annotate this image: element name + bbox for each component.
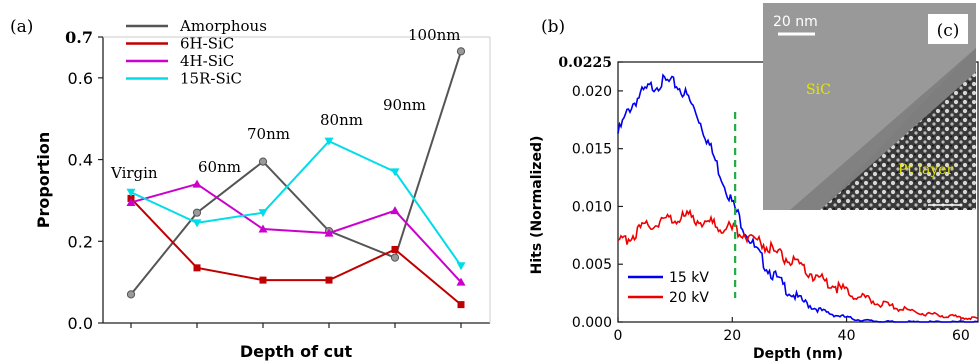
legend-label-20 kV: 20 kV [669, 290, 709, 306]
chart-b-x-tick-label: 20 [723, 328, 741, 344]
data-point-Amorphous [456, 47, 466, 56]
data-point-6H-SiC [391, 245, 399, 253]
panel-label-c: (c) [937, 21, 960, 41]
chart-a-x-label: Depth of cut [240, 342, 353, 361]
data-point-15R-SiC [258, 209, 268, 218]
chart-a-y-tick-label: 0.6 [68, 69, 93, 88]
category-label-90nm: 90nm [383, 96, 426, 114]
chart-b-x-label: Depth (nm) [753, 346, 843, 362]
inset-interface-band [790, 48, 976, 210]
inset-tem-image: (c) 20 nm SiC Pt layer [763, 3, 976, 210]
chart-a-y-label: Proportion [34, 132, 53, 228]
chart-a-y-tick-label: 0.7 [65, 28, 93, 47]
data-point-4H-SiC [456, 277, 466, 286]
category-label-80nm: 80nm [320, 111, 363, 129]
chart-a-y-tick-label: 0.4 [68, 151, 93, 170]
chart-a: 0.00.20.40.60.7 Depth of cut Proportion … [34, 17, 491, 361]
series-line-15 kV [617, 73, 979, 323]
chart-b-x-tick-label: 60 [952, 328, 970, 344]
chart-b-y-tick-label: 0.010 [572, 199, 612, 215]
legend-label-4H-SiC: 4H-SiC [180, 52, 234, 70]
inset-pt-layer-region [820, 72, 976, 210]
inset-scale-label: 20 nm [773, 14, 818, 30]
panel-label-a: (a) [10, 17, 33, 37]
chart-b-y-tick-label: 0.015 [572, 142, 612, 158]
data-point-15R-SiC [192, 219, 202, 228]
chart-b-y-tick-label: 0.020 [572, 84, 612, 100]
chart-b-x-tick-label: 40 [838, 328, 856, 344]
category-label-70nm: 70nm [247, 125, 290, 143]
data-point-Amorphous [126, 290, 136, 299]
legend-label-15 kV: 15 kV [669, 270, 709, 286]
category-label-100nm: 100nm [408, 26, 461, 44]
chart-b-x-tick-label: 0 [614, 328, 623, 344]
category-label-60nm: 60nm [198, 158, 241, 176]
data-point-6H-SiC [457, 301, 465, 309]
series-line-15R-SiC [130, 139, 462, 267]
legend-label-6H-SiC: 6H-SiC [180, 35, 234, 53]
inset-pt-label: Pt layer [898, 162, 954, 178]
inset-sic-label: SiC [806, 82, 831, 98]
data-point-4H-SiC [126, 197, 136, 206]
data-point-6H-SiC [259, 276, 267, 284]
data-point-6H-SiC [325, 276, 333, 284]
data-point-Amorphous [390, 253, 400, 262]
legend-label-Amorphous: Amorphous [179, 17, 267, 35]
chart-b-y-label: Hits (Normalized) [529, 136, 545, 275]
data-point-15R-SiC [126, 188, 136, 197]
chart-a-y-tick-label: 0.0 [68, 314, 93, 333]
series-line-Amorphous [130, 50, 462, 296]
data-point-6H-SiC [193, 264, 201, 272]
data-point-Amorphous [192, 208, 202, 217]
chart-b-y-tick-label: 0.000 [572, 315, 612, 331]
data-point-4H-SiC [258, 224, 268, 233]
chart-a-y-tick-label: 0.2 [68, 232, 93, 251]
inset-sic-region [763, 3, 976, 210]
chart-b-y-tick-label: 0.005 [572, 257, 612, 273]
series-line-4H-SiC [130, 182, 462, 283]
series-line-20 kV [617, 208, 979, 321]
legend-label-15R-SiC: 15R-SiC [180, 70, 242, 88]
data-point-Amorphous [258, 157, 268, 166]
data-point-4H-SiC [192, 179, 202, 188]
chart-b-y-tick-label: 0.0225 [558, 55, 612, 71]
series-line-6H-SiC [130, 197, 462, 306]
panel-label-b: (b) [541, 17, 565, 37]
category-label-Virgin: Virgin [110, 164, 158, 182]
data-point-15R-SiC [390, 168, 400, 177]
inset-label-box [928, 14, 968, 44]
data-point-4H-SiC [324, 228, 334, 237]
data-point-15R-SiC [456, 262, 466, 271]
data-point-15R-SiC [324, 137, 334, 146]
data-point-4H-SiC [390, 206, 400, 215]
